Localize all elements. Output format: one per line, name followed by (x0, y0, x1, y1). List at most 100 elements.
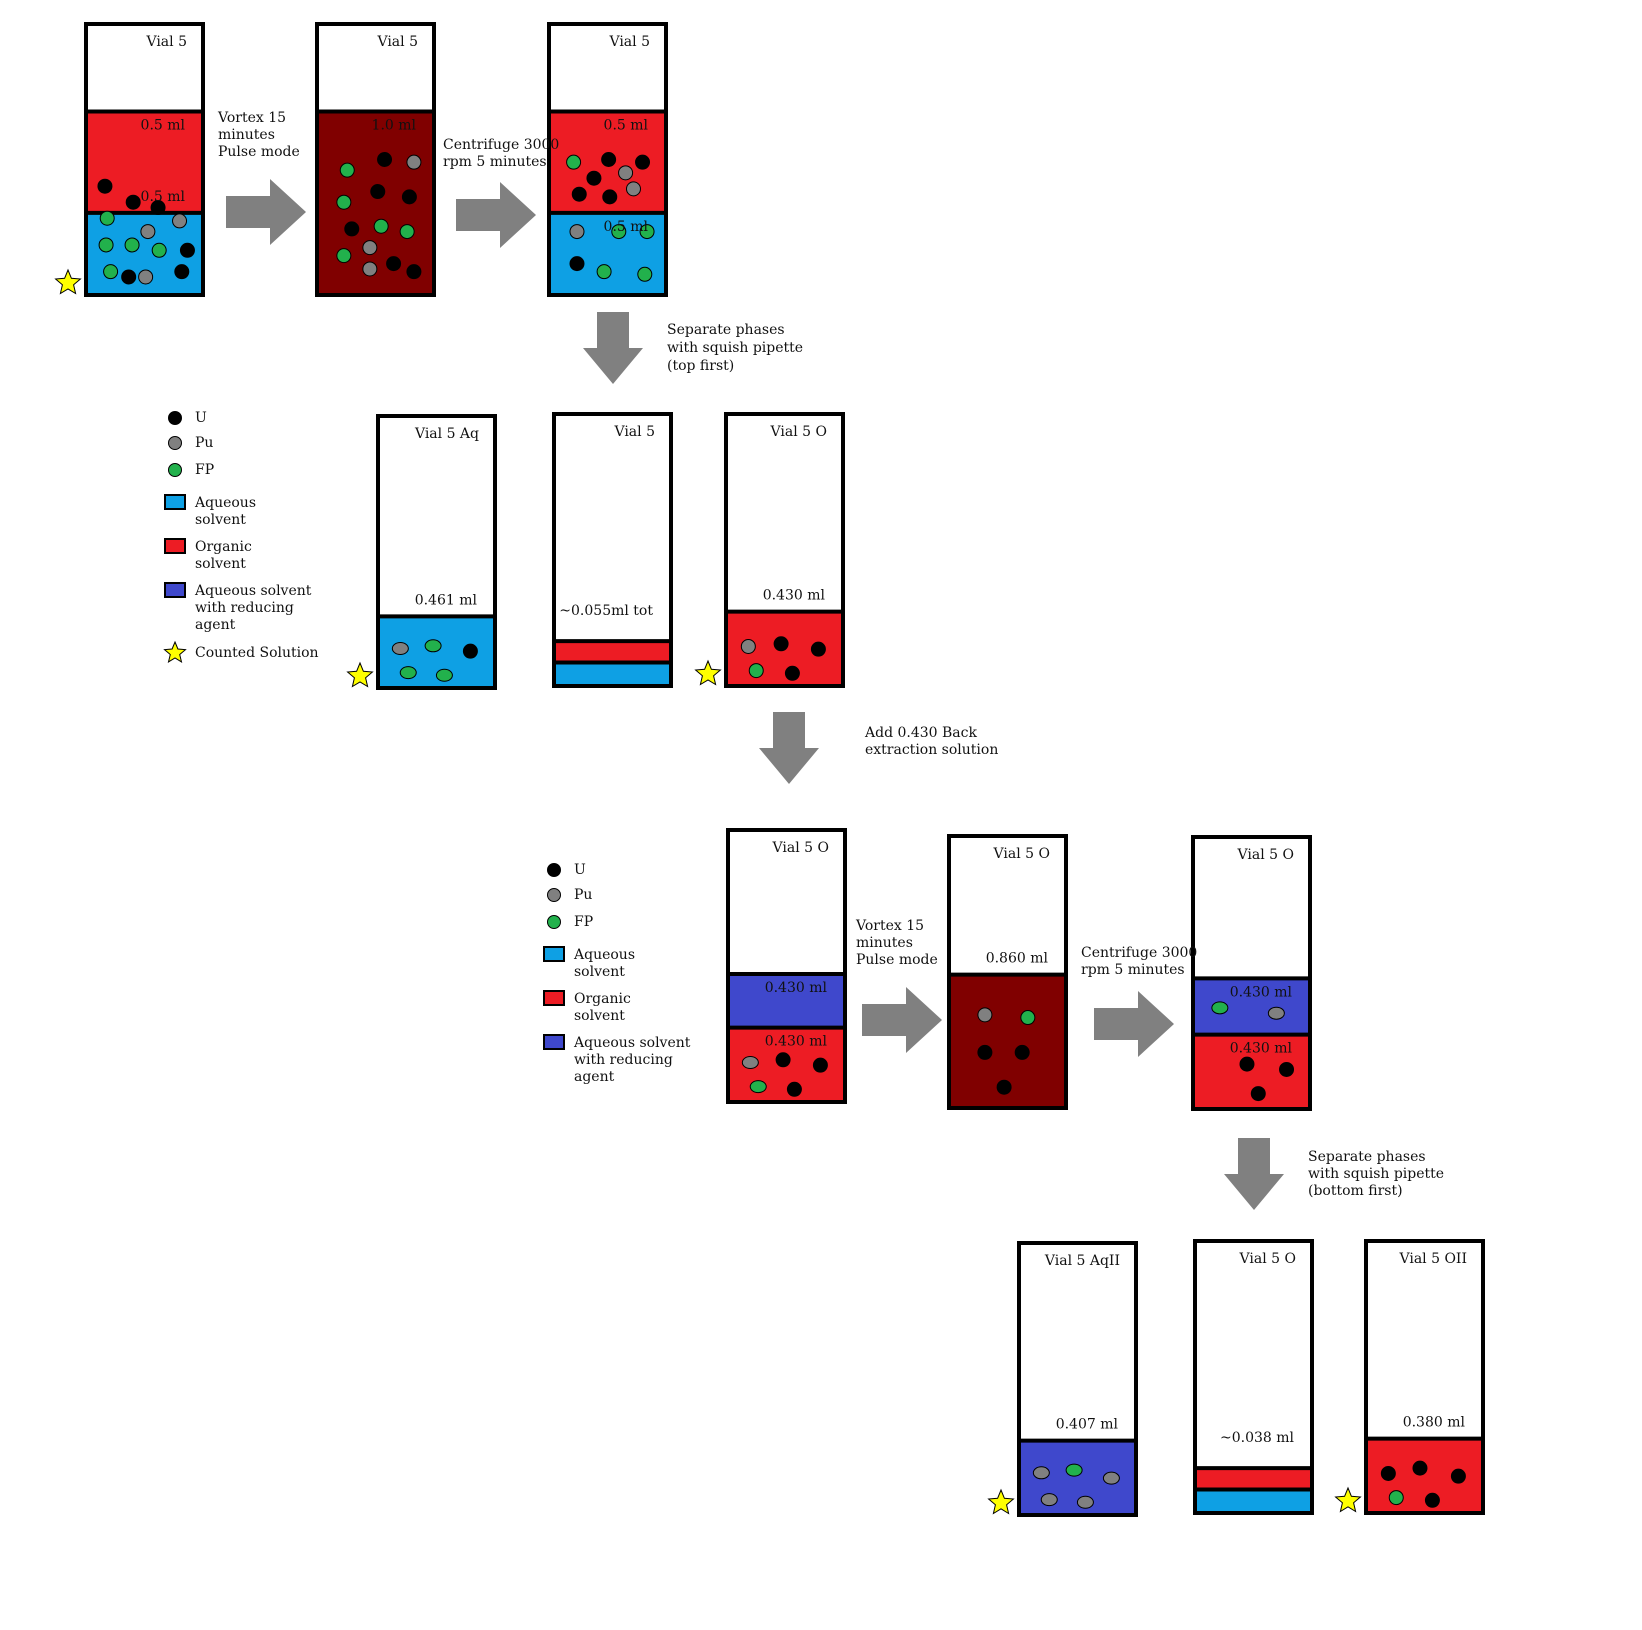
particle-u (812, 1057, 828, 1073)
step-label-separate: Separate phases with squish pipette (top f… (667, 322, 803, 374)
vial-outline (1193, 1239, 1314, 1515)
vial-v6: Vial 5 O 0.430 ml (694, 412, 845, 688)
legend-swatch-fp (168, 463, 182, 477)
layer-volume-label: 0.430 ml (765, 1034, 828, 1050)
particle-fp (98, 237, 114, 253)
vial-outline (724, 412, 845, 688)
layer-volume-label: 0.430 ml (765, 980, 828, 996)
vial-v5: Vial 5 ~0.055ml tot (552, 412, 673, 688)
legend-swatch-u (168, 411, 182, 425)
layer-volume-label: 0.5 ml (141, 189, 186, 205)
particle-fp (637, 266, 653, 282)
legend-label: Aqueous solvent with reducing agent (194, 583, 312, 633)
particle-pu (362, 261, 378, 277)
vial-v7: Vial 5 O 0.430 ml 0.430 ml (726, 828, 847, 1104)
particle-fp (748, 663, 764, 679)
step-label-centrifuge: Centrifuge 3000 rpm 5 minutes (1081, 945, 1197, 978)
vial-v8: Vial 5 O 0.860 ml (947, 834, 1068, 1110)
vial-title: Vial 5 (145, 34, 187, 50)
vial-outline (1017, 1241, 1138, 1517)
particle-fp (1020, 1010, 1036, 1026)
vial-v2: Vial 5 1.0 ml (315, 22, 436, 297)
star-icon (54, 268, 82, 295)
vial-volume-label: 0.461 ml (415, 592, 478, 608)
legend-swatch-reducing (543, 1034, 565, 1050)
vial-title: Vial 5 Aq (414, 426, 479, 442)
vial-v4: Vial 5 Aq 0.461 ml (346, 414, 497, 690)
liquid-layer-reducing (730, 974, 843, 1028)
particle-u (406, 264, 422, 280)
particle-u (569, 256, 585, 272)
layer-volume-label: 0.5 ml (604, 219, 649, 235)
particle-fp (749, 1080, 767, 1094)
particle-pu (138, 269, 154, 285)
liquid-layer-aqueous (1197, 1489, 1310, 1511)
liquid-layer-organic (556, 641, 669, 663)
legend-label: Pu (574, 887, 592, 903)
particle-u (401, 189, 417, 205)
legend: U Pu FP Aqueous solvent Organic solvent Aqueous… (543, 862, 691, 1085)
step-label-centrifuge: Centrifuge 3000 rpm 5 minutes (443, 137, 559, 170)
particle-u (601, 152, 617, 167)
particle-u (1239, 1056, 1255, 1072)
particle-pu (1040, 1493, 1058, 1507)
particle-u (977, 1044, 993, 1060)
vial-outline (84, 22, 205, 297)
layer-volume-label: 0.5 ml (604, 117, 649, 133)
vial-v11: Vial 5 O ~0.038 ml (1193, 1239, 1314, 1515)
legend-swatch-reducing (164, 582, 186, 598)
legend-label: FP (574, 914, 593, 930)
particle-fp (124, 237, 140, 253)
vial-v9: Vial 5 O 0.430 ml 0.430 ml (1191, 835, 1312, 1111)
particle-fp (611, 224, 627, 240)
step-label-add-back: Add 0.430 Back extraction solution (864, 725, 998, 758)
particle-pu (977, 1007, 993, 1023)
vial-title: Vial 5 OII (1398, 1251, 1467, 1267)
particle-u (784, 665, 800, 681)
legends: U Pu FP Aqueous solvent Organic solvent Aqueous… (163, 410, 691, 1085)
star-icon (987, 1488, 1015, 1515)
particle-u (121, 269, 137, 285)
vial-volume-label: ~0.038 ml (1220, 1430, 1295, 1446)
legend-label: Counted Solution (195, 645, 319, 661)
particle-fp (399, 224, 415, 240)
particle-u (1424, 1492, 1440, 1508)
particle-fp (435, 668, 453, 682)
vial-v3: Vial 5 0.5 ml 0.5 ml (547, 22, 668, 297)
vial-outline (547, 22, 668, 297)
particle-pu (741, 1055, 759, 1069)
particle-fp (336, 194, 352, 210)
vial-title: Vial 5 (376, 34, 418, 50)
particle-u (150, 200, 166, 216)
vial-volume-label: 0.380 ml (1403, 1415, 1466, 1431)
vial-title: Vial 5 O (1237, 847, 1294, 863)
particle-fp (99, 210, 115, 226)
particle-fp (339, 162, 355, 178)
vial-title: Vial 5 (613, 424, 655, 440)
vial-outline (726, 828, 847, 1104)
particle-u (810, 641, 826, 657)
liquid-layer-organic (1197, 1468, 1310, 1490)
legend: U Pu FP Aqueous solvent Organic solvent Aqueous… (163, 410, 319, 663)
particle-pu (1102, 1471, 1120, 1485)
particle-fp (596, 264, 612, 280)
particle-pu (1076, 1495, 1094, 1509)
layer-volume-label: 0.430 ml (1230, 1041, 1293, 1057)
vial-v10: Vial 5 AqII 0.407 ml (987, 1241, 1138, 1517)
vial-title: Vial 5 O (770, 424, 827, 440)
legend-label: U (195, 410, 207, 426)
vial-volume-label: ~0.055ml tot (559, 603, 653, 619)
step-label-vortex: Vortex 15 minutes Pulse mode (855, 918, 938, 968)
liquid-layer-aqueous (556, 662, 669, 684)
legend-label: Organic solvent (574, 991, 631, 1024)
liquid-layer-organic (88, 111, 201, 213)
vial-title: Vial 5 AqII (1044, 1253, 1120, 1269)
vial-title: Vial 5 O (993, 846, 1050, 862)
legend-label: FP (195, 462, 214, 478)
particle-fp (424, 639, 442, 653)
vial-volume-label: 0.407 ml (1056, 1417, 1119, 1433)
particle-u (635, 154, 651, 170)
particle-pu (140, 224, 156, 240)
vial-title: Vial 5 O (772, 840, 829, 856)
vial-outline (947, 834, 1068, 1110)
